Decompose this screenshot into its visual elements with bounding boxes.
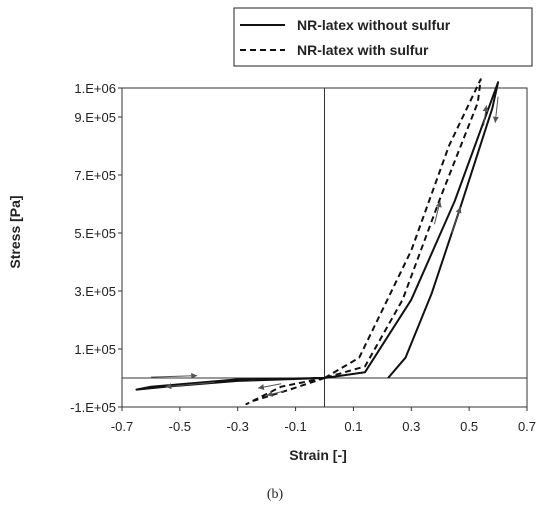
series-line-segment [135, 377, 325, 391]
y-axis-title: Stress [Pa] [7, 195, 23, 268]
y-tick-label: 9.E+05 [74, 110, 116, 125]
x-tick-label: 0.1 [344, 419, 362, 434]
direction-arrows [150, 96, 499, 397]
y-tick-label: -1.E+05 [70, 400, 116, 415]
x-tick-label: -0.1 [284, 419, 306, 434]
direction-arrow [492, 96, 499, 123]
direction-arrow [266, 390, 285, 397]
legend-dashed-label: NR-latex with sulfur [297, 42, 429, 58]
x-tick-label: 0.7 [518, 419, 536, 434]
x-tick-label: 0.5 [460, 419, 478, 434]
series-without-sulfur [135, 81, 500, 391]
y-tick-label: 7.E+05 [74, 168, 116, 183]
y-tick-label: 1.E+05 [74, 342, 116, 357]
direction-arrow [257, 383, 282, 390]
series-line-segment [323, 78, 482, 379]
direction-arrow [165, 381, 215, 390]
axes [122, 88, 527, 407]
direction-arrow [150, 372, 198, 379]
direction-arrow [433, 200, 442, 225]
x-tick-label: 0.3 [402, 419, 420, 434]
series-with-sulfur [245, 78, 482, 406]
x-tick-label: -0.7 [111, 419, 133, 434]
series-line-segment [245, 377, 325, 406]
series-lines [135, 78, 500, 406]
series-line-segment [324, 81, 500, 379]
legend: NR-latex without sulfur NR-latex with su… [233, 7, 533, 67]
legend-box [233, 7, 533, 67]
tick-labels: -0.7 -0.5 -0.3 -0.1 0.1 0.3 0.5 0.7 -1.E+05 1.E+0… [70, 81, 536, 434]
y-tick-label: 5.E+05 [74, 226, 116, 241]
y-tick-label: 1.E+06 [74, 81, 116, 96]
direction-arrow [482, 105, 489, 126]
x-tick-label: -0.3 [227, 419, 249, 434]
figure-caption: (b) [267, 487, 284, 502]
x-tick-label: -0.5 [169, 419, 191, 434]
direction-arrow [451, 206, 462, 234]
legend-solid-label: NR-latex without sulfur [297, 17, 451, 33]
y-tick-label: 3.E+05 [74, 284, 116, 299]
x-axis-title: Strain [-] [289, 447, 347, 463]
